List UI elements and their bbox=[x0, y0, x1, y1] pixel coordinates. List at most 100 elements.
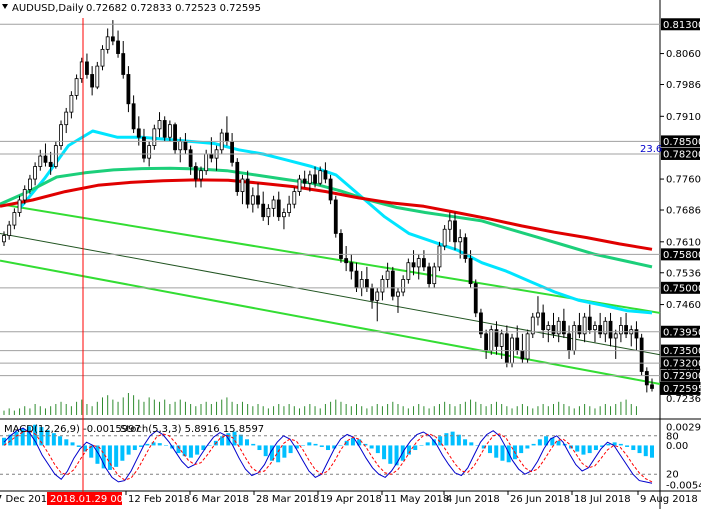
stoch-signal-line[interactable] bbox=[3, 430, 653, 483]
candle[interactable] bbox=[297, 174, 302, 196]
candle[interactable] bbox=[17, 195, 22, 217]
candle[interactable] bbox=[323, 162, 328, 184]
candle[interactable] bbox=[385, 262, 390, 288]
candle[interactable] bbox=[12, 208, 17, 230]
candle[interactable] bbox=[193, 162, 198, 188]
candle[interactable] bbox=[271, 195, 276, 217]
candle[interactable] bbox=[447, 212, 452, 242]
candle[interactable] bbox=[85, 53, 89, 79]
candle[interactable] bbox=[551, 312, 556, 339]
candle[interactable] bbox=[7, 220, 12, 240]
candle[interactable] bbox=[463, 233, 468, 263]
candle[interactable] bbox=[318, 166, 323, 186]
candle[interactable] bbox=[432, 262, 437, 288]
candle[interactable] bbox=[121, 41, 126, 79]
candle[interactable] bbox=[406, 258, 411, 284]
stoch-main-line[interactable] bbox=[3, 427, 653, 484]
candle[interactable] bbox=[458, 229, 463, 259]
candle[interactable] bbox=[582, 312, 587, 343]
candle[interactable] bbox=[28, 174, 32, 194]
candle[interactable] bbox=[74, 74, 79, 100]
candle[interactable] bbox=[328, 174, 333, 205]
candle[interactable] bbox=[525, 329, 530, 364]
candle[interactable] bbox=[261, 191, 266, 221]
candle[interactable] bbox=[313, 166, 317, 188]
candle[interactable] bbox=[105, 28, 110, 54]
candle[interactable] bbox=[333, 195, 338, 238]
candle[interactable] bbox=[587, 304, 592, 334]
candle[interactable] bbox=[136, 116, 141, 146]
candle[interactable] bbox=[556, 317, 561, 343]
candle[interactable] bbox=[396, 287, 400, 313]
candle[interactable] bbox=[173, 122, 177, 154]
candle[interactable] bbox=[256, 183, 260, 209]
candle[interactable] bbox=[390, 266, 395, 301]
candle[interactable] bbox=[437, 241, 442, 272]
candle[interactable] bbox=[64, 107, 69, 134]
candle[interactable] bbox=[142, 128, 146, 163]
candle[interactable] bbox=[598, 312, 603, 339]
candle[interactable] bbox=[302, 170, 307, 188]
chart-menu-icon[interactable] bbox=[2, 4, 8, 9]
candle[interactable] bbox=[95, 61, 100, 90]
candle[interactable] bbox=[468, 250, 473, 288]
candle[interactable] bbox=[339, 229, 343, 263]
candle[interactable] bbox=[577, 312, 582, 339]
candle[interactable] bbox=[131, 95, 136, 134]
candle[interactable] bbox=[235, 158, 240, 196]
candle[interactable] bbox=[2, 231, 6, 246]
candle[interactable] bbox=[307, 170, 312, 192]
candle[interactable] bbox=[90, 66, 95, 96]
candle[interactable] bbox=[479, 308, 483, 339]
candle[interactable] bbox=[473, 279, 478, 318]
candlesticks[interactable] bbox=[2, 20, 654, 393]
candle[interactable] bbox=[53, 141, 58, 169]
candle[interactable] bbox=[22, 185, 27, 205]
candle[interactable] bbox=[608, 312, 613, 347]
ema-slow-line[interactable] bbox=[0, 178, 653, 251]
candle[interactable] bbox=[69, 91, 74, 119]
candle[interactable] bbox=[561, 308, 566, 339]
candle[interactable] bbox=[572, 321, 577, 355]
candle[interactable] bbox=[126, 66, 131, 113]
candle[interactable] bbox=[116, 30, 120, 58]
candle[interactable] bbox=[427, 262, 431, 288]
candle[interactable] bbox=[43, 143, 48, 167]
candle[interactable] bbox=[442, 225, 447, 251]
candle[interactable] bbox=[266, 204, 271, 226]
candle[interactable] bbox=[157, 112, 162, 138]
candle[interactable] bbox=[644, 367, 649, 393]
candle[interactable] bbox=[401, 275, 406, 297]
candle[interactable] bbox=[48, 151, 53, 175]
candle[interactable] bbox=[494, 321, 499, 355]
candle[interactable] bbox=[167, 120, 172, 142]
candle[interactable] bbox=[349, 254, 354, 280]
candle[interactable] bbox=[499, 329, 504, 359]
candle[interactable] bbox=[624, 312, 628, 339]
candle[interactable] bbox=[639, 333, 644, 376]
candle[interactable] bbox=[344, 245, 349, 272]
candle[interactable] bbox=[100, 45, 105, 71]
candle[interactable] bbox=[292, 187, 297, 209]
candle[interactable] bbox=[38, 149, 43, 171]
candle[interactable] bbox=[245, 170, 250, 209]
candle[interactable] bbox=[240, 174, 245, 205]
candle[interactable] bbox=[422, 250, 426, 272]
channel-middle-line[interactable] bbox=[0, 232, 661, 356]
ema-mid-line[interactable] bbox=[0, 166, 653, 269]
candle[interactable] bbox=[416, 254, 421, 280]
candle[interactable] bbox=[375, 287, 380, 322]
candle[interactable] bbox=[650, 378, 654, 392]
candle[interactable] bbox=[162, 116, 167, 142]
candle[interactable] bbox=[276, 191, 281, 221]
candle[interactable] bbox=[59, 120, 63, 150]
candle[interactable] bbox=[199, 166, 203, 188]
candle[interactable] bbox=[250, 187, 255, 213]
channel-upper-line[interactable] bbox=[0, 203, 661, 314]
candle[interactable] bbox=[152, 124, 157, 150]
candle[interactable] bbox=[634, 321, 639, 351]
candle[interactable] bbox=[453, 212, 457, 251]
candle[interactable] bbox=[541, 304, 546, 339]
candle[interactable] bbox=[188, 145, 193, 175]
